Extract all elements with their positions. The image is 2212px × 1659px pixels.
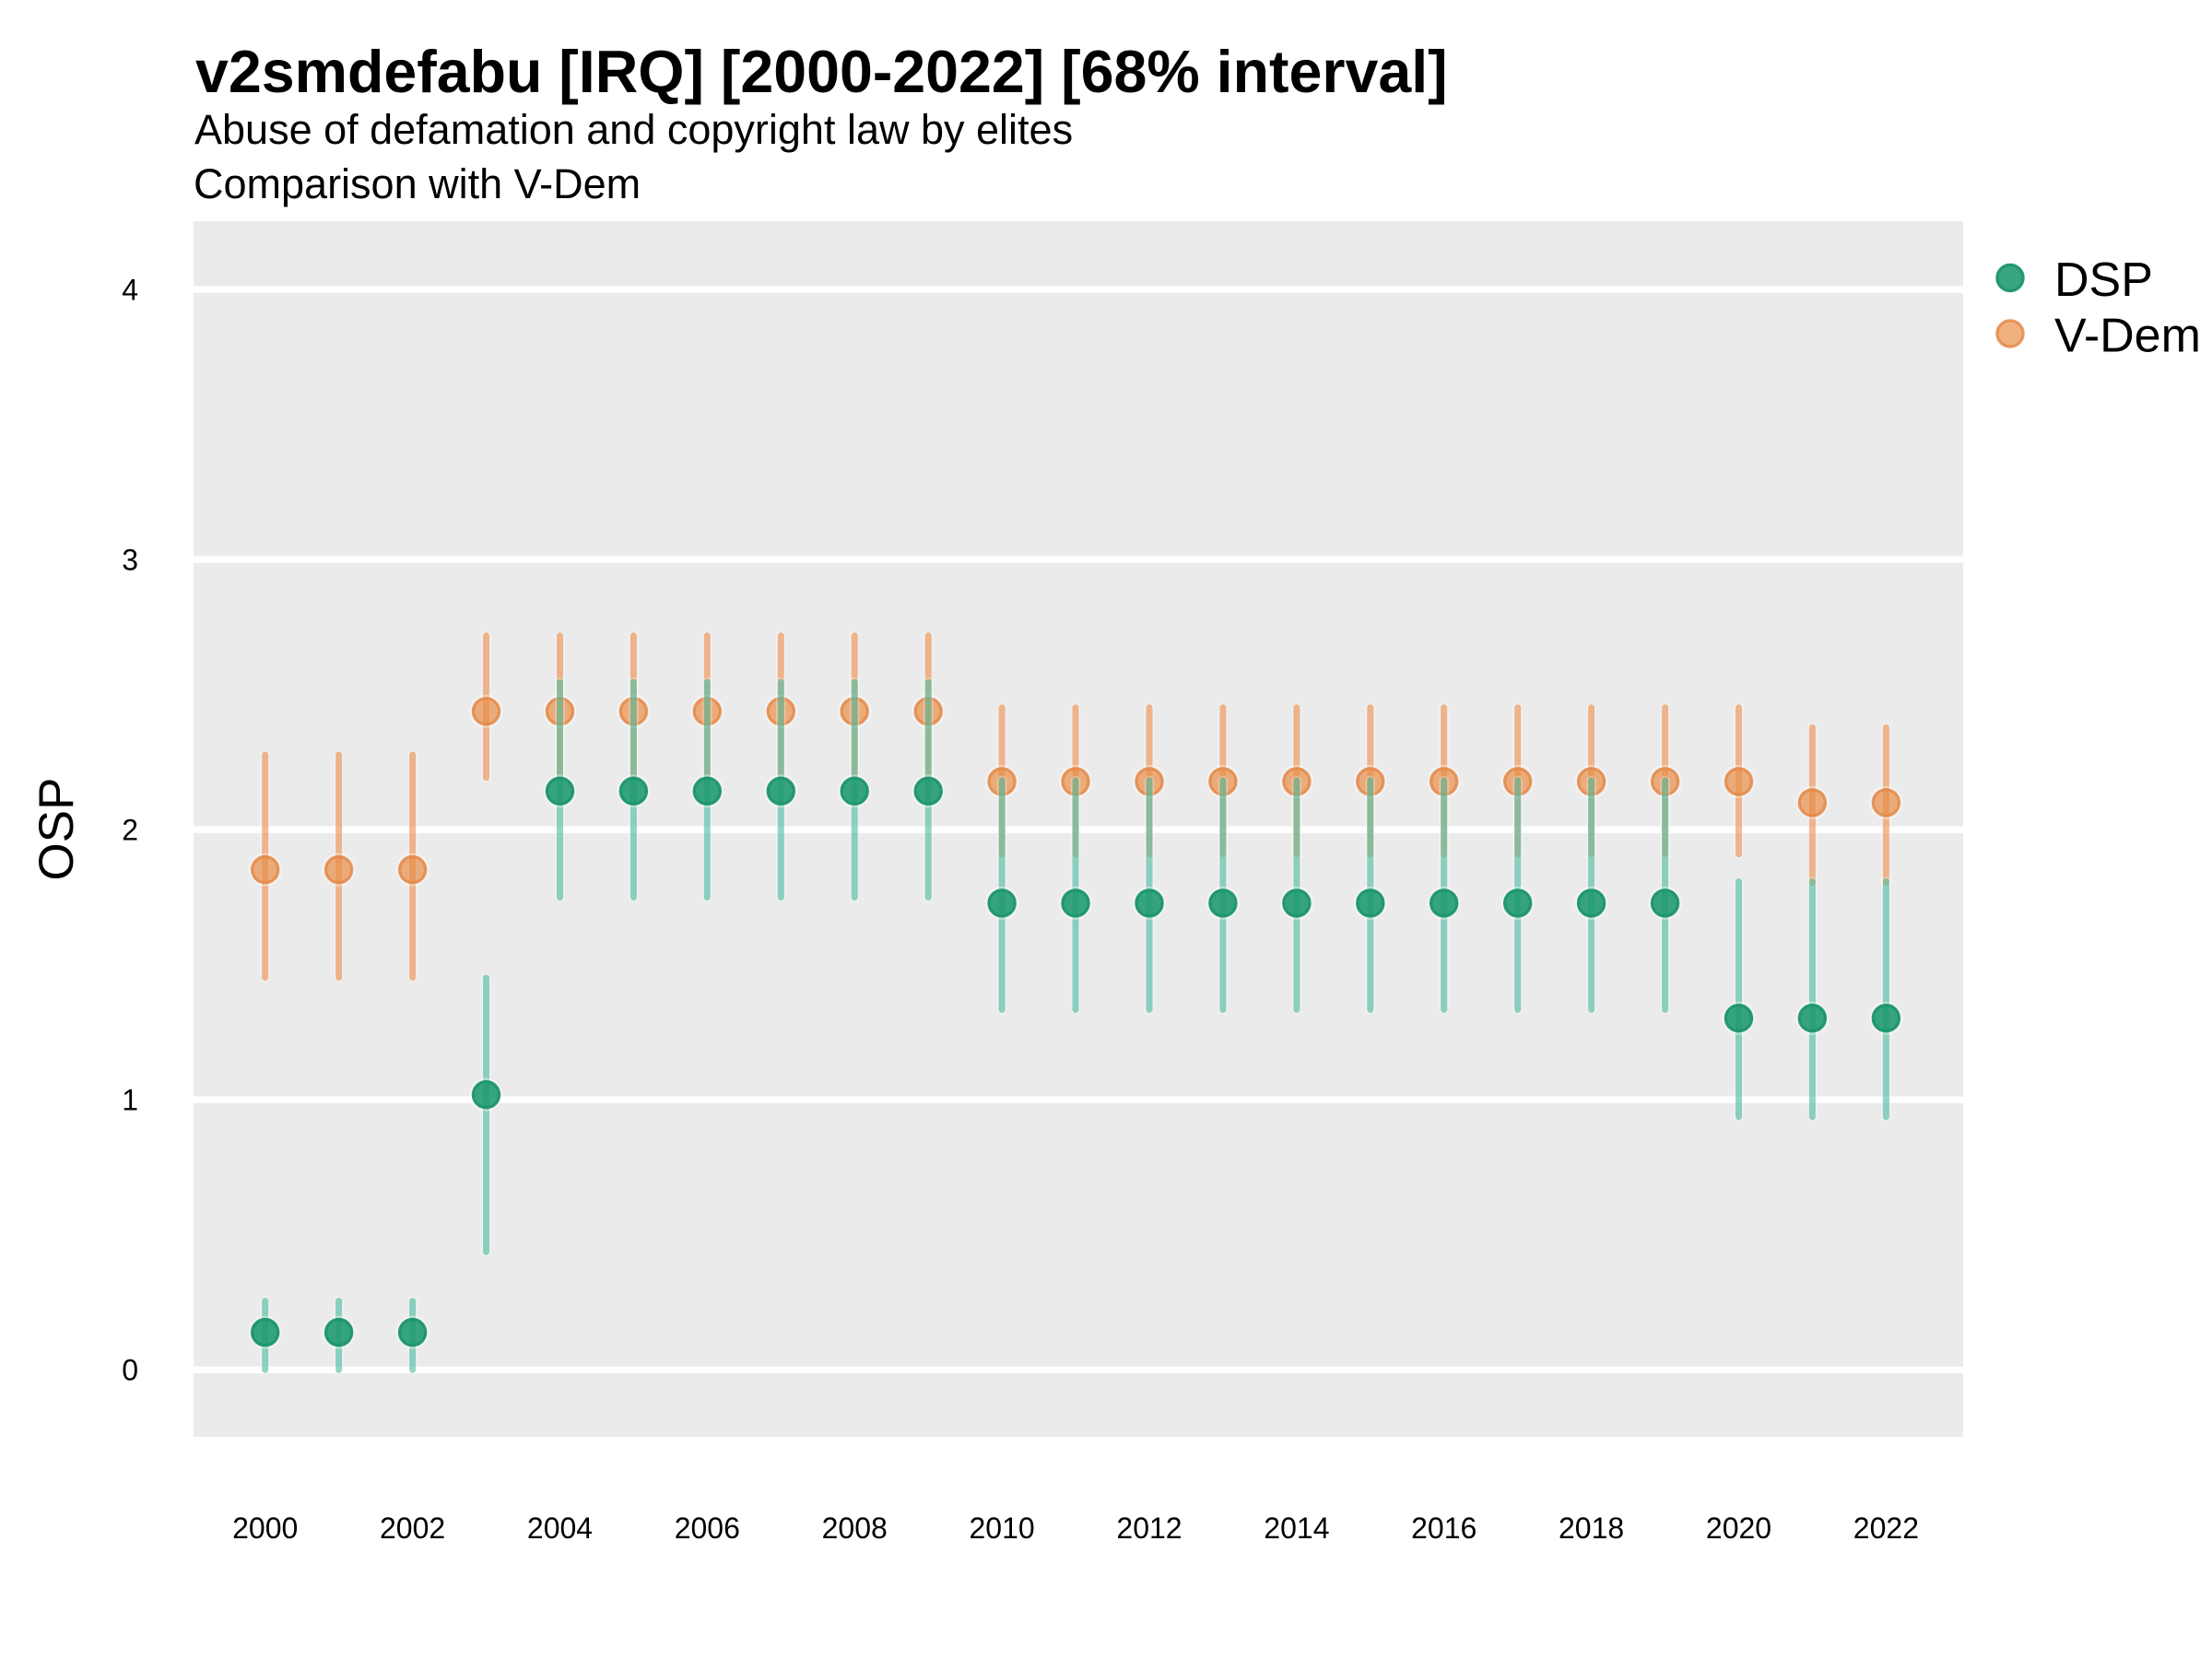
svg-text:2016: 2016 xyxy=(1411,1512,1477,1545)
svg-text:2020: 2020 xyxy=(1706,1512,1771,1545)
svg-text:v2smdefabu [IRQ] [2000-2022] [: v2smdefabu [IRQ] [2000-2022] [68% interv… xyxy=(195,39,1448,105)
svg-text:2008: 2008 xyxy=(822,1512,888,1545)
svg-text:0: 0 xyxy=(122,1354,138,1387)
svg-text:3: 3 xyxy=(122,544,138,577)
svg-text:2022: 2022 xyxy=(1853,1512,1919,1545)
svg-text:2000: 2000 xyxy=(232,1512,298,1545)
svg-text:4: 4 xyxy=(122,274,138,307)
svg-text:1: 1 xyxy=(122,1084,138,1117)
svg-text:Comparison with V-Dem: Comparison with V-Dem xyxy=(194,160,641,207)
svg-text:DSP: DSP xyxy=(2054,253,2153,307)
svg-text:2012: 2012 xyxy=(1116,1512,1182,1545)
svg-text:OSP: OSP xyxy=(29,778,84,881)
svg-text:2: 2 xyxy=(122,814,138,847)
svg-text:2010: 2010 xyxy=(970,1512,1035,1545)
svg-text:Abuse of defamation and copyri: Abuse of defamation and copyright law by… xyxy=(194,106,1073,153)
svg-text:2002: 2002 xyxy=(380,1512,445,1545)
svg-text:2014: 2014 xyxy=(1264,1512,1329,1545)
svg-text:2018: 2018 xyxy=(1559,1512,1624,1545)
svg-text:V-Dem: V-Dem xyxy=(2054,310,2201,363)
svg-text:2006: 2006 xyxy=(675,1512,740,1545)
svg-text:2004: 2004 xyxy=(527,1512,593,1545)
